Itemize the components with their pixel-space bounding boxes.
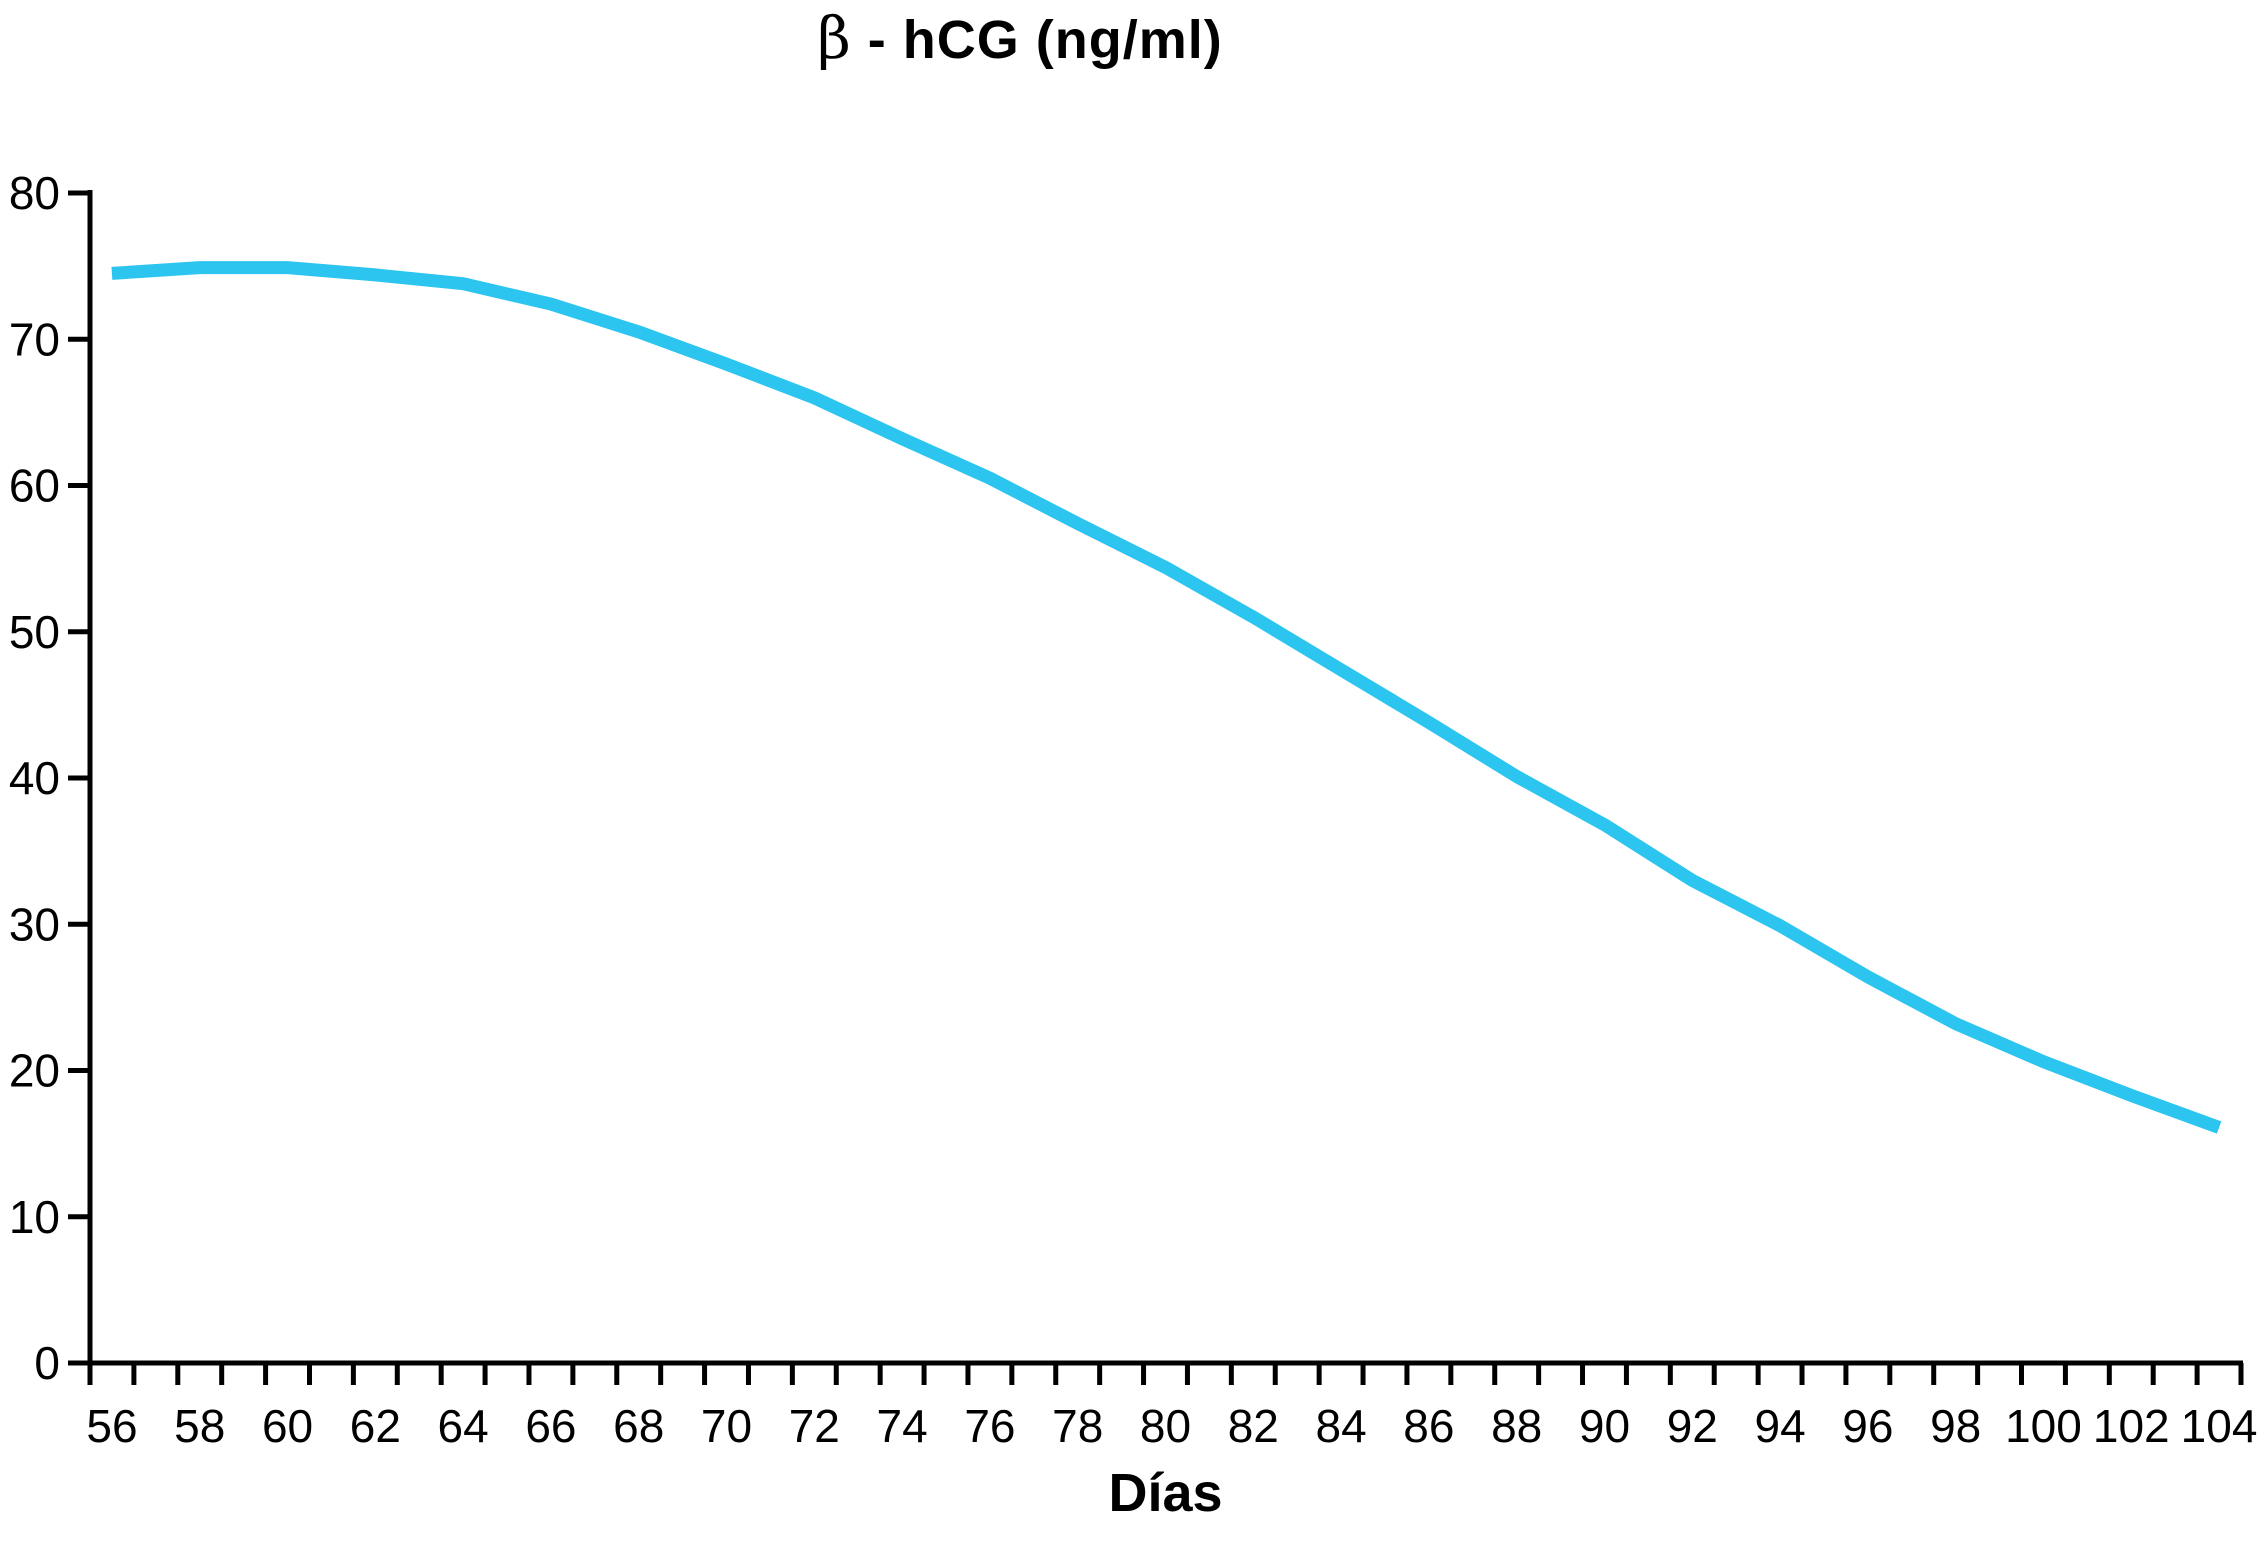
y-tick-label: 50 xyxy=(9,606,60,658)
x-tick-label: 84 xyxy=(1316,1400,1367,1452)
x-tick-label: 58 xyxy=(174,1400,225,1452)
y-tick-label: 40 xyxy=(9,752,60,804)
x-tick-label: 68 xyxy=(613,1400,664,1452)
x-tick-label: 80 xyxy=(1140,1400,1191,1452)
x-tick-label: 72 xyxy=(789,1400,840,1452)
x-tick-label: 66 xyxy=(525,1400,576,1452)
chart-title: β - hCG (ng/ml) xyxy=(0,4,2040,72)
y-tick-label: 80 xyxy=(9,167,60,219)
x-tick-label: 82 xyxy=(1228,1400,1279,1452)
x-tick-label: 60 xyxy=(262,1400,313,1452)
x-tick-label: 74 xyxy=(877,1400,928,1452)
y-tick-label: 0 xyxy=(34,1337,60,1389)
x-tick-label: 102 xyxy=(2093,1400,2170,1452)
x-tick-label: 70 xyxy=(701,1400,752,1452)
y-tick-label: 10 xyxy=(9,1191,60,1243)
x-tick-label: 62 xyxy=(350,1400,401,1452)
y-tick-label: 30 xyxy=(9,898,60,950)
x-tick-label: 98 xyxy=(1930,1400,1981,1452)
y-tick-label: 20 xyxy=(9,1045,60,1097)
x-tick-label: 100 xyxy=(2005,1400,2082,1452)
x-tick-label: 96 xyxy=(1842,1400,1893,1452)
x-tick-label: 90 xyxy=(1579,1400,1630,1452)
x-tick-label: 78 xyxy=(1052,1400,1103,1452)
x-tick-label: 76 xyxy=(964,1400,1015,1452)
beta-symbol: β xyxy=(817,4,852,72)
x-tick-label: 94 xyxy=(1754,1400,1805,1452)
y-tick-label: 60 xyxy=(9,460,60,512)
data-line xyxy=(111,261,2222,1134)
x-tick-label: 104 xyxy=(2181,1400,2258,1452)
chart-title-text: - hCG (ng/ml) xyxy=(851,10,1223,70)
y-tick-label: 70 xyxy=(9,313,60,365)
x-tick-label: 88 xyxy=(1491,1400,1542,1452)
x-tick-label: 86 xyxy=(1403,1400,1454,1452)
x-tick-label: 56 xyxy=(86,1400,137,1452)
x-tick-label: 64 xyxy=(438,1400,489,1452)
x-axis-title: Días xyxy=(1108,1463,1223,1523)
x-tick-label: 92 xyxy=(1667,1400,1718,1452)
